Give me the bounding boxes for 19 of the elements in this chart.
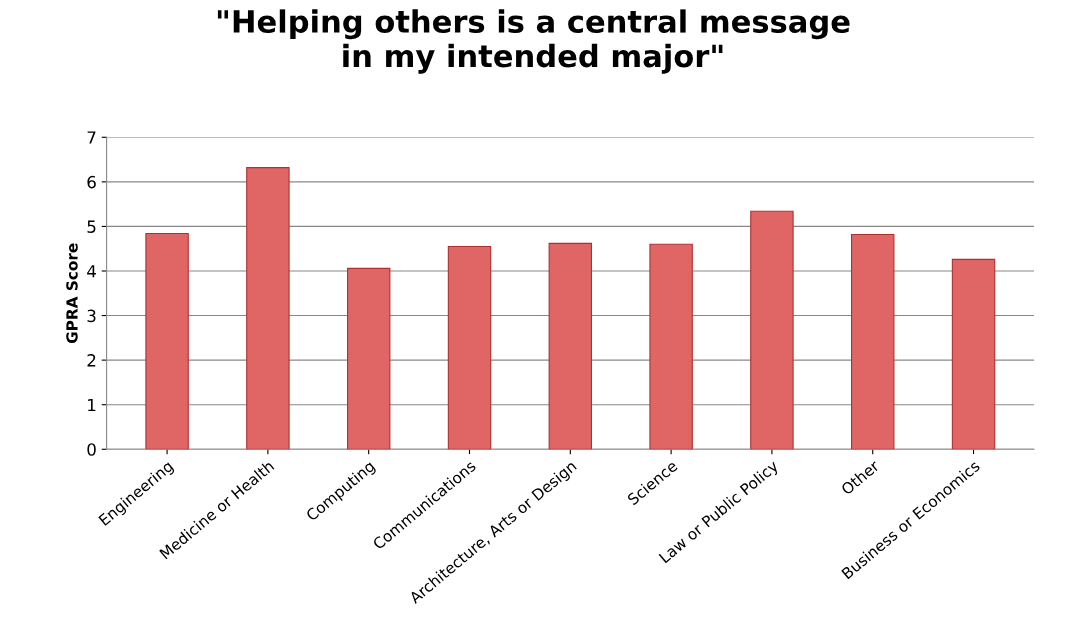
bar bbox=[447, 245, 492, 450]
bar bbox=[246, 167, 290, 450]
bar bbox=[750, 210, 794, 450]
y-tick-label: 7 bbox=[87, 131, 96, 144]
chart-title: "Helping others is a central message in my intended major" bbox=[217, 9, 850, 74]
y-tick-label: 0 bbox=[87, 443, 96, 456]
bar bbox=[851, 233, 895, 450]
bar bbox=[951, 258, 996, 450]
y-tick-label: 6 bbox=[87, 175, 96, 189]
bar bbox=[145, 232, 189, 450]
bar bbox=[548, 242, 593, 450]
bar bbox=[649, 243, 693, 450]
y-axis-title: GPRA Score bbox=[66, 243, 78, 344]
y-tick-label: 3 bbox=[87, 309, 96, 323]
y-tick-label: 5 bbox=[87, 220, 96, 233]
y-tick-label: 1 bbox=[88, 398, 96, 412]
y-tick-label: 4 bbox=[87, 265, 96, 278]
y-tick-label: 2 bbox=[87, 354, 96, 367]
bar bbox=[346, 267, 391, 450]
